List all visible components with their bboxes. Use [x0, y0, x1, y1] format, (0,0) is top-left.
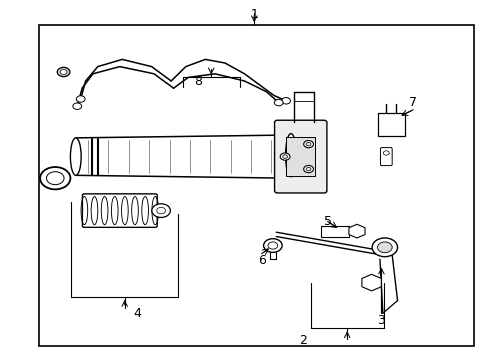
FancyBboxPatch shape [274, 120, 326, 193]
Ellipse shape [152, 197, 158, 225]
Circle shape [57, 67, 70, 77]
Polygon shape [361, 274, 381, 291]
Ellipse shape [91, 197, 98, 225]
Text: 8: 8 [194, 75, 202, 87]
Circle shape [156, 207, 165, 214]
Text: 3: 3 [377, 314, 385, 327]
Text: 6: 6 [257, 255, 265, 267]
Circle shape [371, 238, 397, 257]
Circle shape [267, 242, 277, 249]
Circle shape [303, 140, 313, 148]
Ellipse shape [122, 197, 128, 225]
Circle shape [76, 96, 85, 102]
Circle shape [280, 153, 289, 160]
Text: 2: 2 [299, 334, 306, 347]
Circle shape [274, 99, 283, 106]
Circle shape [303, 166, 313, 173]
Circle shape [263, 239, 282, 252]
Circle shape [60, 69, 67, 75]
Circle shape [377, 242, 391, 253]
Circle shape [73, 103, 81, 109]
Ellipse shape [131, 197, 138, 225]
Ellipse shape [70, 138, 81, 175]
Circle shape [281, 98, 290, 104]
Circle shape [40, 167, 70, 189]
Ellipse shape [142, 197, 148, 225]
Ellipse shape [101, 197, 108, 225]
Bar [321, 226, 348, 237]
Circle shape [46, 172, 64, 185]
Circle shape [383, 151, 388, 155]
Circle shape [282, 155, 287, 158]
Text: 7: 7 [408, 96, 416, 109]
Ellipse shape [81, 197, 87, 225]
Circle shape [305, 167, 310, 171]
Ellipse shape [285, 134, 296, 177]
Bar [377, 113, 404, 136]
Text: 4: 4 [133, 307, 141, 320]
Polygon shape [348, 224, 364, 238]
Circle shape [151, 204, 170, 217]
Circle shape [305, 142, 310, 146]
FancyBboxPatch shape [380, 148, 391, 166]
Ellipse shape [111, 197, 118, 225]
Bar [285, 137, 315, 176]
Bar [39, 25, 473, 346]
Text: 1: 1 [250, 8, 258, 21]
Text: 5: 5 [323, 215, 331, 228]
